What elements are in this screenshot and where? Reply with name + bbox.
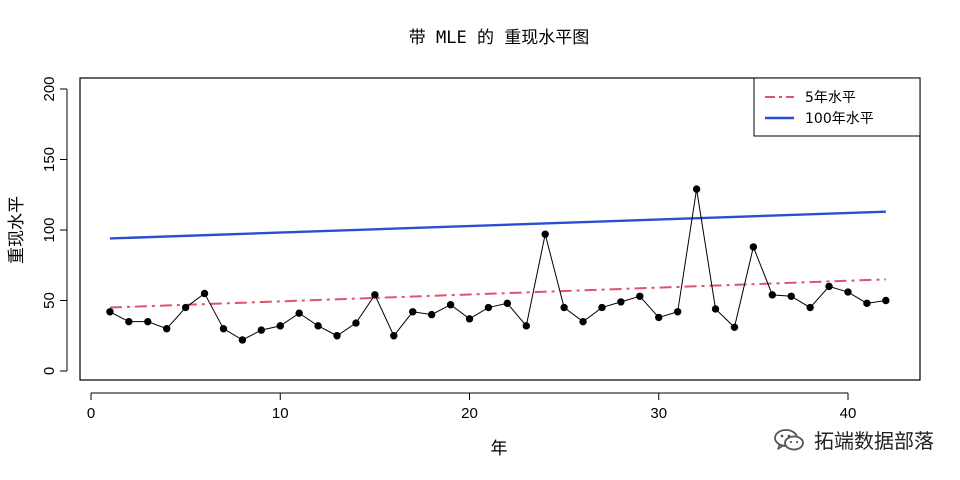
- observed-point: [503, 299, 512, 308]
- legend: 5年水平 100年水平: [753, 77, 921, 137]
- observed-point: [427, 310, 436, 319]
- x-tick-label: 40: [840, 405, 857, 422]
- observed-point: [276, 322, 284, 330]
- observed-point: [863, 299, 871, 308]
- legend-label-5-year: 5年水平: [805, 90, 856, 106]
- observed-point: [200, 289, 209, 298]
- observed-point: [371, 291, 379, 299]
- observed-point: [409, 308, 417, 316]
- x-tick-label: 20: [461, 405, 478, 422]
- observed-point: [768, 291, 776, 299]
- watermark-text: 拓端数据部落: [814, 429, 934, 453]
- observed-point: [446, 301, 455, 309]
- observed-line: [109, 189, 886, 341]
- watermark: 拓端数据部落: [772, 425, 934, 454]
- x-tick-label: 10: [272, 405, 289, 422]
- observed-point: [787, 292, 795, 300]
- observed-point: [711, 305, 720, 313]
- series-line-5-year: [109, 278, 886, 309]
- observed-point: [655, 313, 663, 322]
- x-axis-label: 年: [491, 439, 508, 459]
- y-tick-label: 100: [41, 217, 58, 242]
- observed-point: [579, 317, 587, 326]
- y-tick-label: 150: [41, 147, 58, 172]
- observed-point: [219, 325, 228, 333]
- observed-point: [257, 326, 266, 334]
- observed-point: [541, 230, 549, 238]
- observed-point: [882, 296, 890, 305]
- observed-point: [352, 319, 360, 327]
- observed-point: [673, 308, 682, 316]
- observed-point: [181, 303, 190, 312]
- series-layer: [109, 210, 886, 309]
- chart-title: 带 MLE 的 重现水平图: [409, 28, 589, 48]
- x-axis: 0 10 20 30 40: [87, 392, 857, 422]
- observed-point: [692, 185, 701, 193]
- wechat-icon: [774, 428, 804, 450]
- observed-point: [484, 303, 493, 312]
- observed-point: [560, 303, 568, 312]
- observed-point: [522, 322, 530, 330]
- observed-point: [144, 317, 152, 326]
- observed-series: [106, 185, 890, 344]
- series-line-100-year: [109, 210, 886, 240]
- observed-point: [390, 332, 398, 340]
- legend-frame: [753, 77, 921, 137]
- legend-label-100-year: 100年水平: [805, 111, 874, 127]
- observed-point: [125, 317, 133, 326]
- observed-point: [163, 325, 171, 333]
- y-tick-label: 50: [41, 292, 58, 309]
- y-axis: 0 50 100 150 200: [41, 76, 68, 375]
- observed-point: [730, 323, 739, 331]
- observed-point: [617, 298, 625, 306]
- observed-point: [825, 282, 833, 291]
- x-tick-label: 0: [87, 405, 95, 422]
- observed-point: [295, 309, 303, 317]
- y-tick-label: 200: [41, 76, 58, 101]
- observed-point: [106, 308, 114, 316]
- observed-point: [844, 288, 852, 296]
- plot-frame: [79, 77, 921, 381]
- observed-point: [598, 303, 606, 312]
- x-tick-label: 30: [650, 405, 667, 422]
- observed-point: [465, 315, 474, 323]
- observed-point: [333, 332, 341, 340]
- observed-point: [749, 243, 758, 251]
- observed-point: [636, 292, 644, 300]
- observed-point: [806, 303, 814, 312]
- y-axis-label: 重现水平: [7, 196, 27, 264]
- observed-point: [314, 322, 322, 330]
- observed-point: [238, 336, 247, 344]
- y-tick-label: 0: [41, 367, 58, 375]
